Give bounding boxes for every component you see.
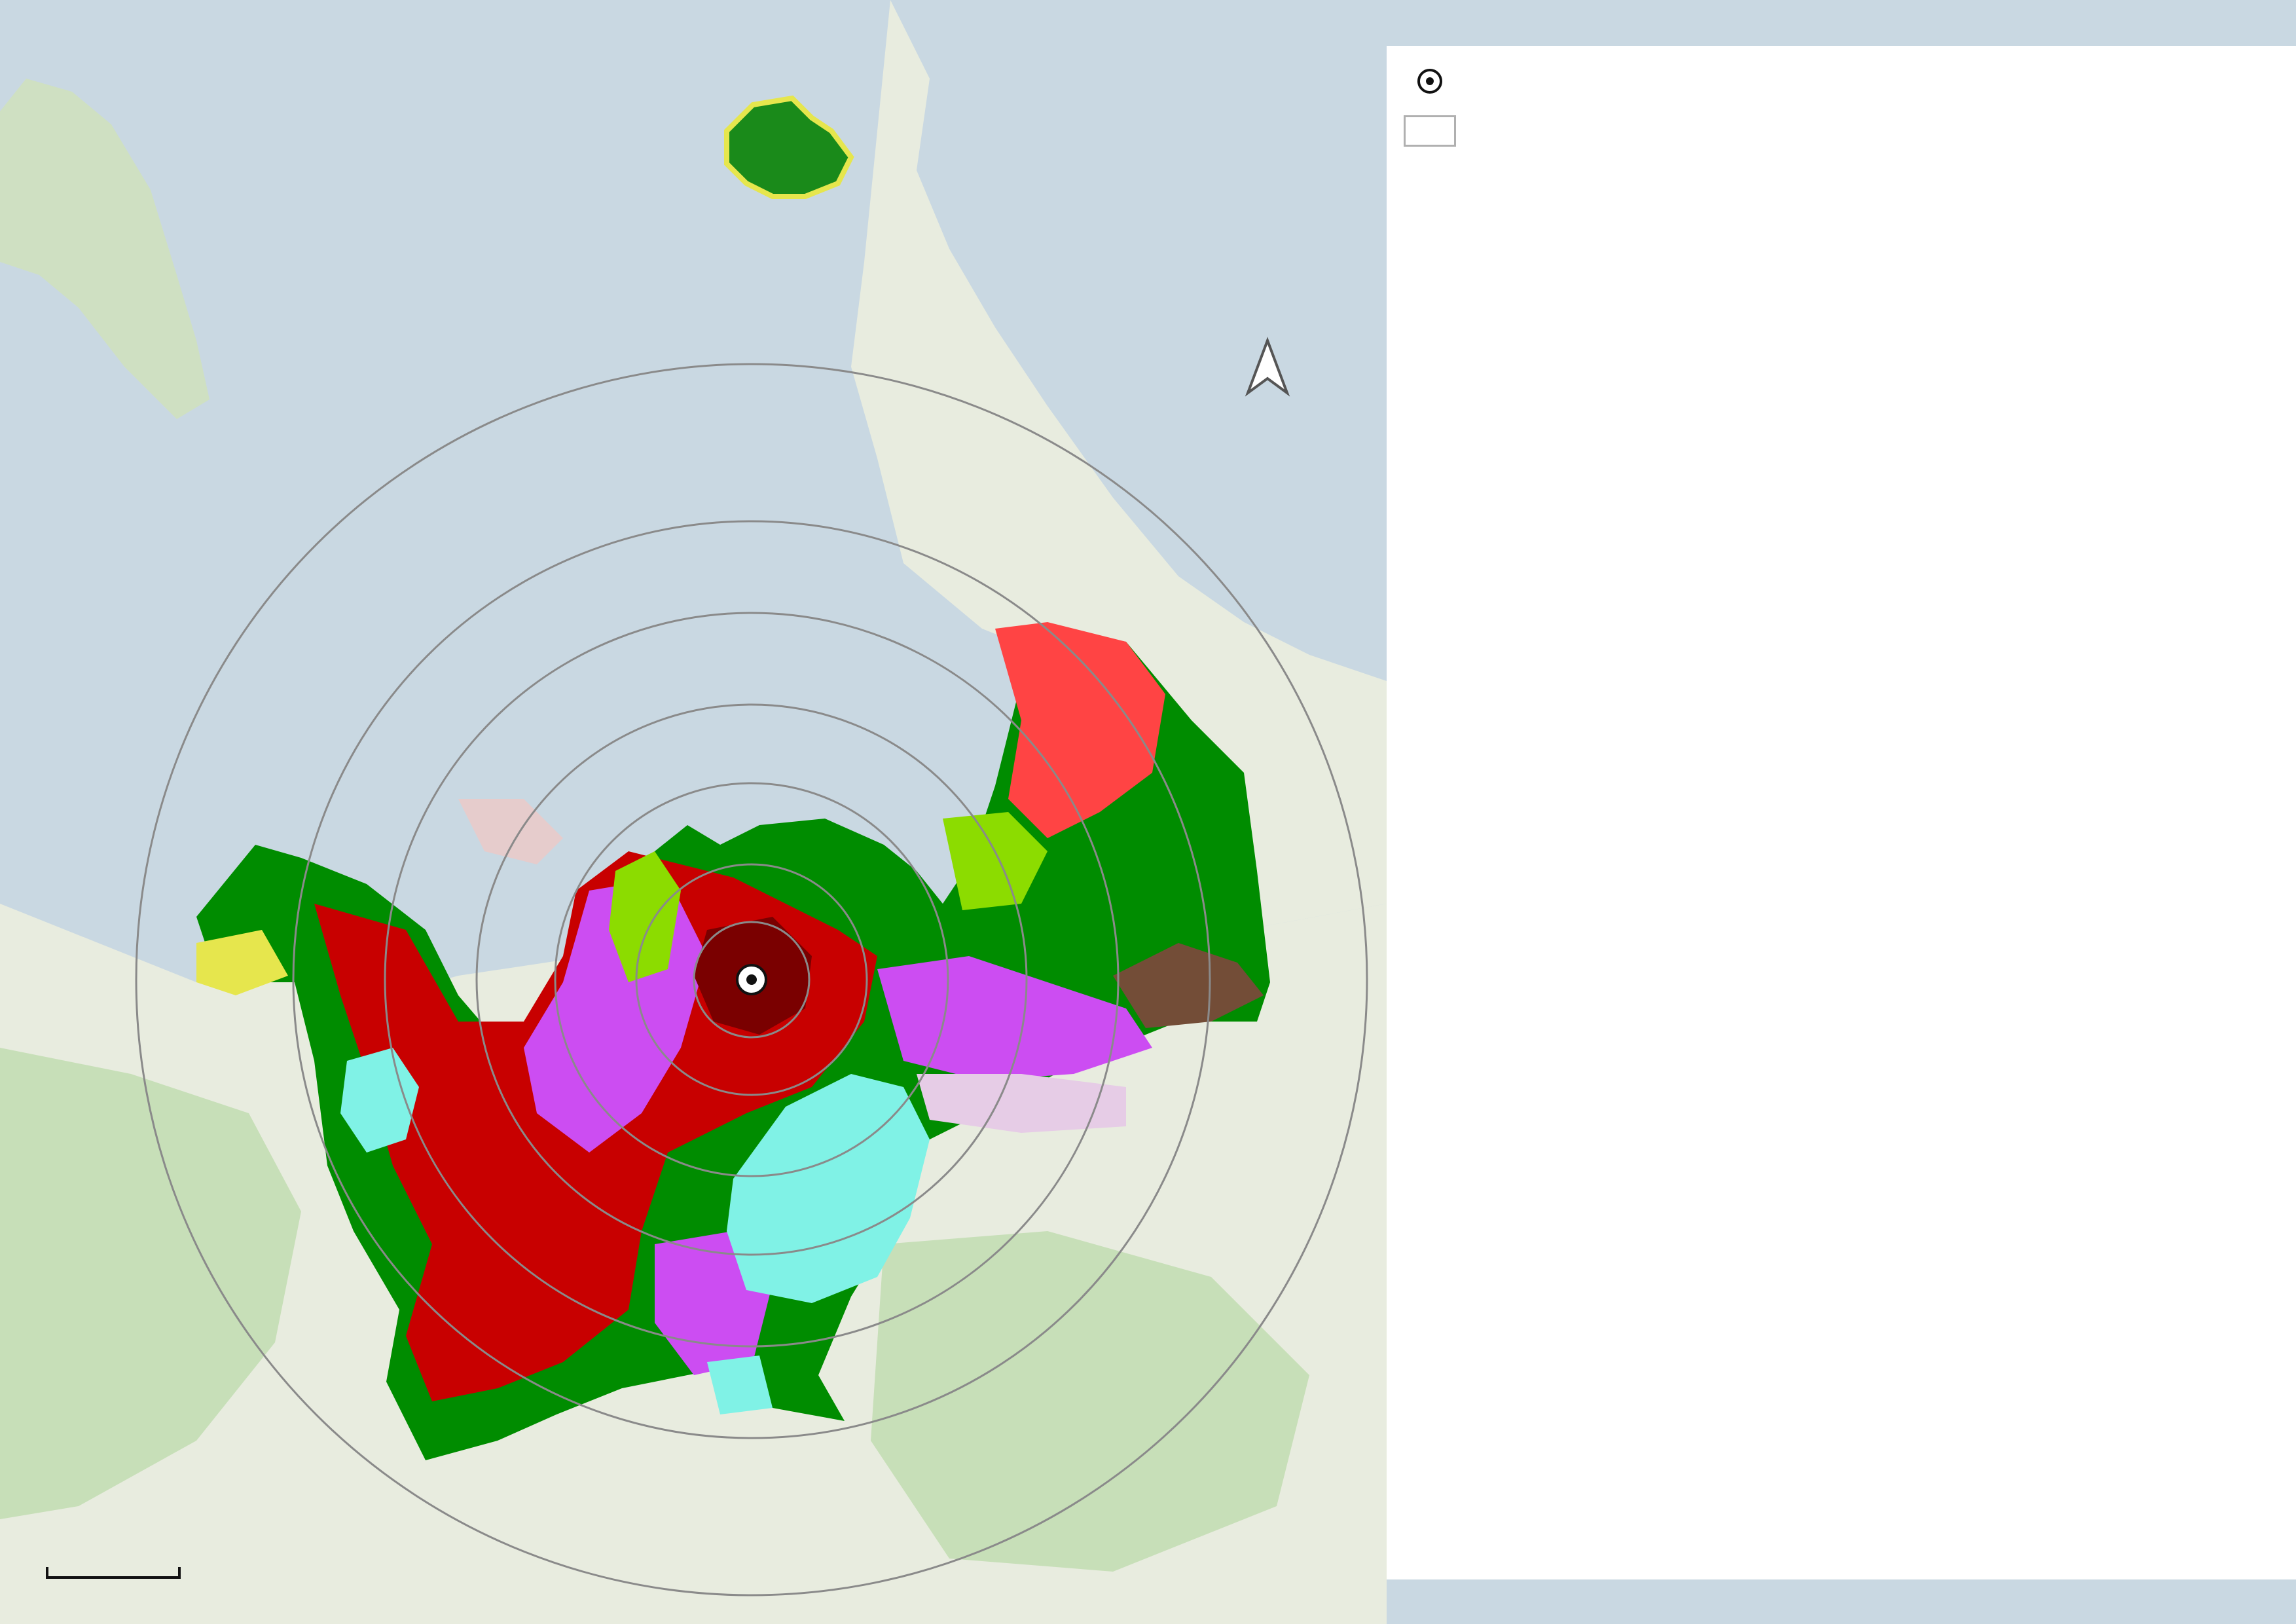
land-use-airport bbox=[917, 1074, 1126, 1133]
legend-panel bbox=[1387, 46, 2296, 1579]
land-use-green-urban-2 bbox=[943, 812, 1048, 910]
land-use-port bbox=[458, 799, 563, 864]
land-east bbox=[851, 0, 1387, 930]
buffer-ring-6 bbox=[292, 520, 1211, 1439]
city-center-icon bbox=[1404, 65, 1456, 97]
scale-bar bbox=[33, 1529, 190, 1588]
land-use-medium-urban-north bbox=[995, 622, 1165, 838]
buffer-rings bbox=[135, 363, 1368, 1596]
island-west bbox=[0, 79, 210, 419]
urban-area[interactable] bbox=[196, 622, 1270, 1460]
land-use-green-urban bbox=[609, 851, 681, 982]
land-use-pastures bbox=[196, 930, 288, 995]
north-arrow-icon bbox=[1245, 337, 1290, 397]
land-use-mineral bbox=[1113, 943, 1264, 1028]
lake-ulemiste bbox=[727, 1074, 930, 1303]
legend-item-city-center bbox=[1404, 65, 2291, 97]
lake-south bbox=[707, 1356, 773, 1414]
scale-bar-line bbox=[46, 1567, 181, 1579]
buffer-zone-swatch bbox=[1404, 115, 1456, 147]
land-forest-patch bbox=[0, 1048, 301, 1519]
city-center-marker[interactable] bbox=[736, 964, 767, 995]
land-forest-patch-2 bbox=[871, 1231, 1309, 1572]
buffer-ring-1 bbox=[693, 921, 811, 1039]
legend-item-buffer-zones bbox=[1404, 115, 2287, 147]
city-center-dot bbox=[746, 974, 757, 985]
buffer-ring-5 bbox=[384, 612, 1120, 1348]
buffer-ring-3 bbox=[554, 782, 949, 1177]
buffer-ring-7 bbox=[135, 363, 1368, 1596]
buffer-ring-2 bbox=[635, 863, 868, 1096]
lake-west bbox=[340, 1048, 419, 1153]
land-use-industrial-east bbox=[877, 956, 1152, 1080]
buffer-ring-4 bbox=[475, 703, 1028, 1256]
island-north bbox=[724, 95, 854, 199]
